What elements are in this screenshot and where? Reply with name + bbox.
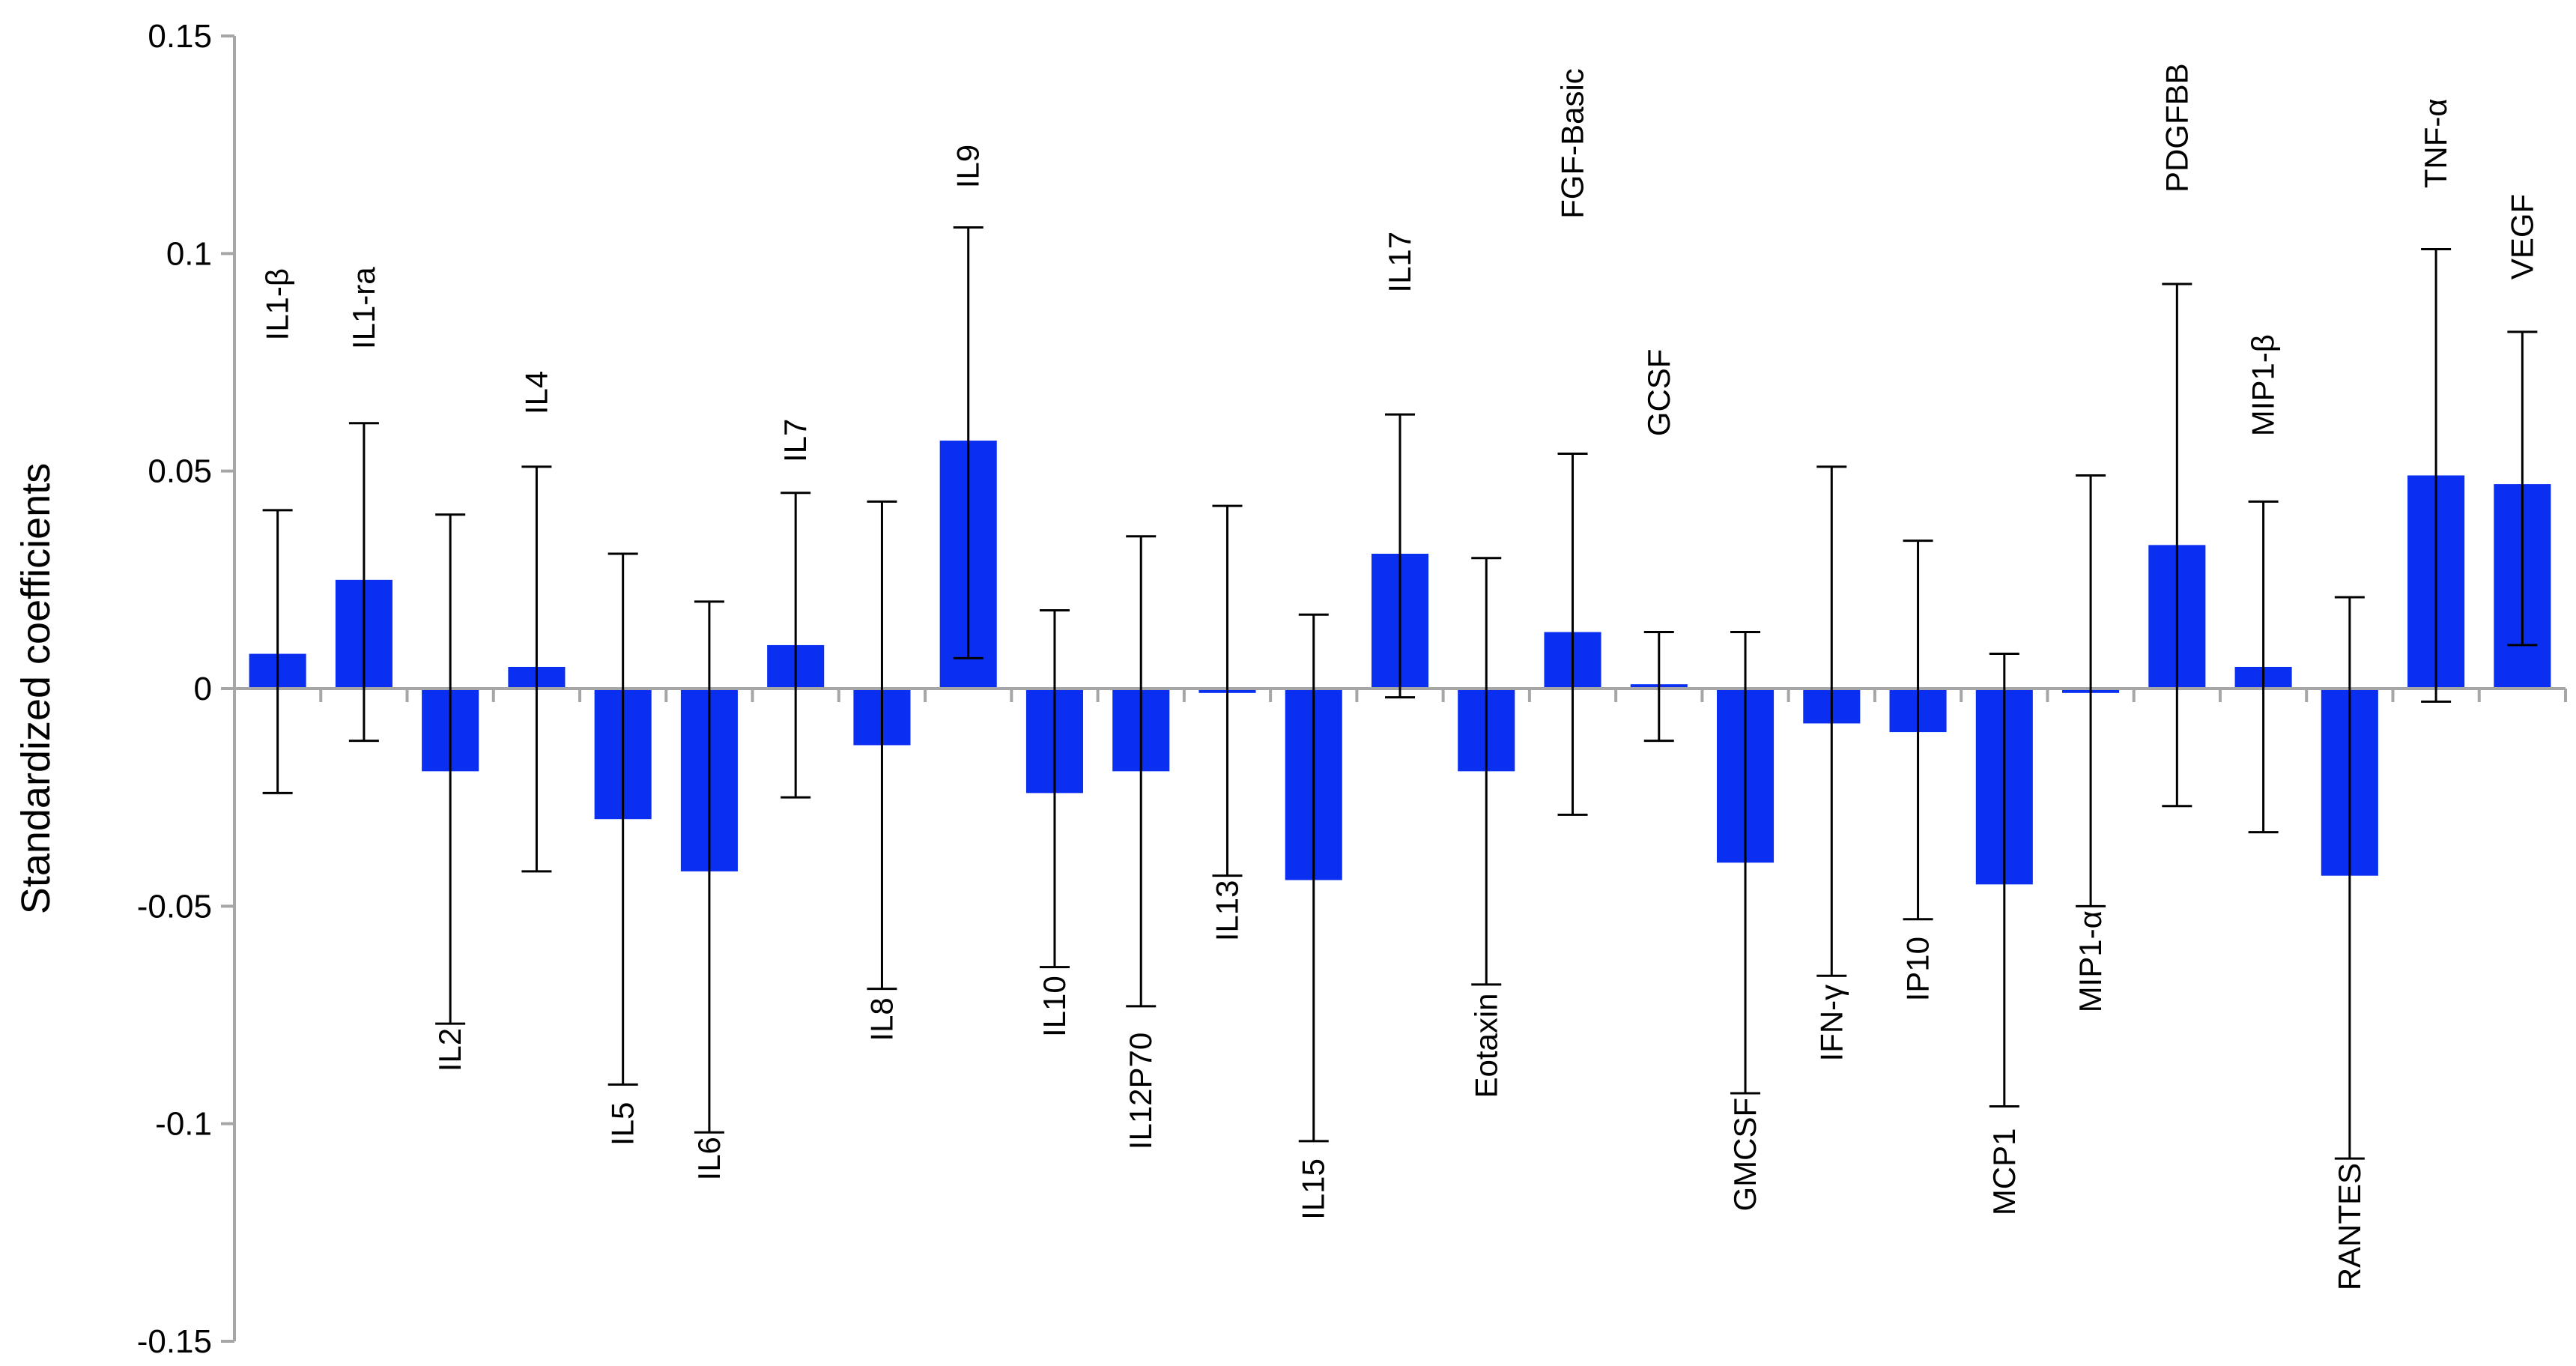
category-label: GCSF bbox=[1641, 349, 1676, 437]
category-label: IL9 bbox=[951, 145, 986, 188]
category-label: IL2 bbox=[432, 1028, 467, 1072]
category-label: Eotaxin bbox=[1468, 993, 1503, 1098]
category-label: IL12P70 bbox=[1123, 1033, 1158, 1149]
category-label: IL4 bbox=[518, 371, 554, 414]
y-tick-label: -0.1 bbox=[155, 1106, 212, 1143]
category-label: FGF-Basic bbox=[1555, 68, 1590, 219]
category-label: IL10 bbox=[1037, 976, 1072, 1037]
category-label: IL1-β bbox=[260, 268, 295, 341]
category-labels-group: IL1-β IL1-ra IL2 IL4 IL5 IL6 IL7 IL8 IL9 IL10 IL12… bbox=[260, 63, 2540, 1290]
category-label: IL6 bbox=[691, 1137, 727, 1180]
y-tick-label: 0.1 bbox=[166, 235, 212, 272]
y-tick-label: 0.15 bbox=[148, 18, 212, 55]
category-label: IFN-γ bbox=[1813, 985, 1849, 1062]
x-tick-group bbox=[233, 689, 2567, 702]
category-label: IL13 bbox=[1209, 880, 1244, 941]
y-tick-label: 0.05 bbox=[148, 453, 212, 490]
category-label: IL5 bbox=[605, 1102, 640, 1146]
category-label: IL1-ra bbox=[346, 267, 381, 349]
y-tick-label: -0.15 bbox=[137, 1323, 212, 1360]
category-label: IL15 bbox=[1296, 1158, 1331, 1220]
category-label: IL17 bbox=[1382, 232, 1417, 293]
error-bars-group bbox=[262, 226, 2538, 1160]
category-label: PDGFBB bbox=[2159, 63, 2194, 193]
category-label: RANTES bbox=[2332, 1163, 2367, 1290]
category-label: IL8 bbox=[864, 997, 899, 1041]
category-label: IL7 bbox=[778, 419, 813, 462]
category-label: GMCSF bbox=[1727, 1098, 1763, 1212]
category-label: MIP1-α bbox=[2073, 910, 2108, 1012]
category-label: VEGF bbox=[2504, 194, 2539, 279]
category-label: TNF-α bbox=[2418, 98, 2453, 188]
y-axis-label: Standardized coefficients bbox=[13, 463, 58, 914]
y-tick-label: -0.05 bbox=[137, 888, 212, 925]
y-tick-label: 0 bbox=[194, 671, 212, 707]
category-label: IP10 bbox=[1900, 937, 1936, 1001]
y-tick-group: 0.15 0.1 0.05 0 -0.05 -0.1 -0.15 bbox=[137, 18, 234, 1360]
category-label: MIP1-β bbox=[2246, 334, 2281, 436]
y-axis: 0.15 0.1 0.05 0 -0.05 -0.1 -0.15 bbox=[137, 18, 236, 1360]
category-label: MCP1 bbox=[1986, 1128, 2022, 1215]
